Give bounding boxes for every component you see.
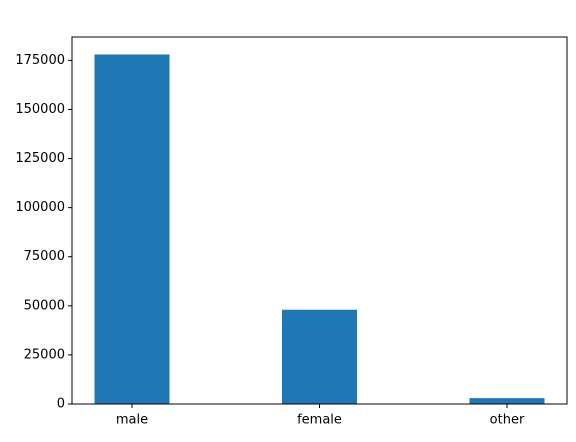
x-tick-label: female	[297, 413, 342, 428]
y-tick-label: 100000	[15, 200, 65, 215]
y-tick-label: 0	[57, 397, 65, 412]
y-tick-label: 125000	[15, 151, 65, 166]
bar	[282, 309, 357, 404]
x-tick-label: other	[490, 413, 525, 428]
y-tick-label: 175000	[15, 53, 65, 68]
bar	[469, 398, 545, 404]
y-tick-label: 75000	[24, 249, 65, 264]
x-tick-label: male	[116, 413, 148, 428]
y-tick-label: 25000	[24, 347, 65, 362]
plot-frame	[71, 36, 568, 405]
bar	[94, 54, 170, 404]
y-tick-label: 50000	[24, 298, 65, 313]
y-tick-label: 150000	[15, 102, 65, 117]
